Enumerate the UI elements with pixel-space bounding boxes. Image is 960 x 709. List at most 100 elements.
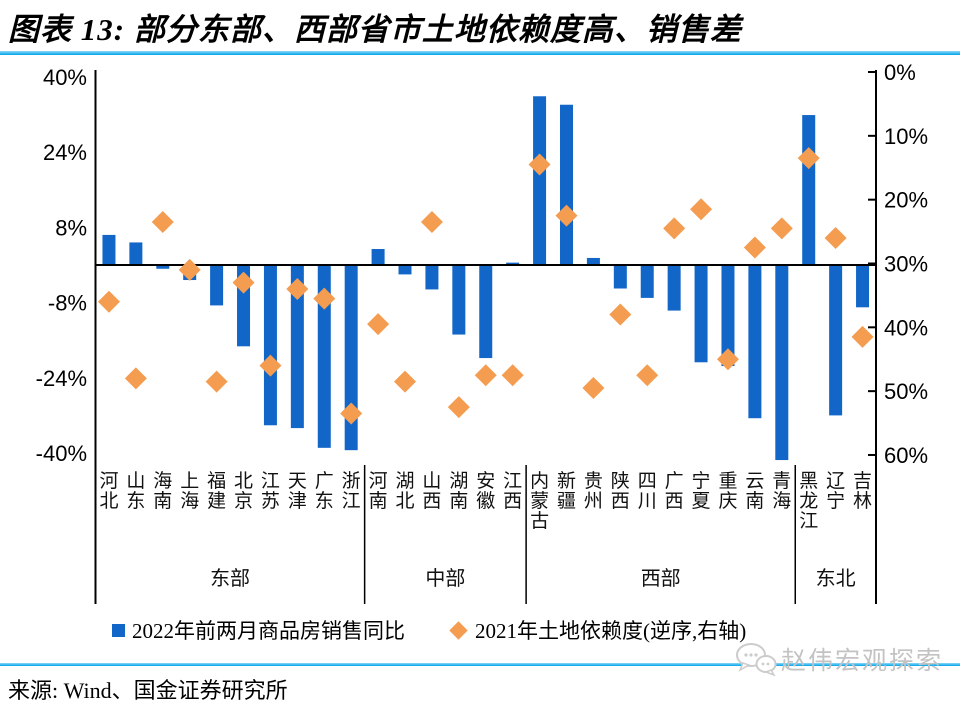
sales-bar: [640, 265, 654, 298]
title-divider: [0, 51, 960, 55]
left-axis-tick-label: 8%: [55, 215, 87, 240]
right-axis-tick-label: 40%: [884, 315, 928, 340]
right-axis-tick-label: 10%: [884, 124, 928, 149]
category-label: 河北: [99, 470, 118, 512]
category-label: 天津: [288, 471, 307, 512]
land-diamond: [555, 204, 578, 227]
category-label: 山西: [422, 470, 441, 512]
land-diamond: [367, 313, 390, 336]
category-label: 吉林: [853, 470, 872, 512]
land-diamond: [528, 153, 551, 176]
category-label: 安徽: [476, 470, 495, 512]
left-axis-tick-label: 24%: [43, 140, 87, 165]
right-axis-tick-label: 60%: [884, 443, 928, 468]
watermark: 赵伟宏观探索: [735, 641, 943, 677]
watermark-text: 赵伟宏观探索: [781, 648, 944, 675]
land-diamond: [124, 367, 147, 390]
sales-bar: [129, 242, 143, 265]
category-label: 内蒙古: [530, 470, 549, 532]
page-title: 图表 13: 部分东部、西部省市土地依赖度高、销售差: [8, 12, 742, 47]
sales-bar: [802, 115, 816, 265]
left-axis-tick-label: -40%: [36, 441, 87, 466]
right-axis-tick-label: 50%: [884, 379, 928, 404]
diamond-swatch-icon: [449, 620, 468, 640]
right-axis-tick-label: 30%: [884, 251, 928, 276]
legend-item-sales: 2022年前两月商品房销售同比: [112, 615, 405, 645]
category-label: 上海: [180, 470, 199, 512]
land-diamond: [797, 147, 820, 170]
category-label: 湖北: [396, 470, 415, 512]
sales-bar: [425, 265, 439, 290]
category-label: 海南: [153, 470, 172, 512]
group-label: 东部: [210, 567, 250, 590]
chart-legend: 2022年前两月商品房销售同比 2021年土地依赖度(逆序,右轴): [0, 615, 960, 645]
left-axis-tick-label: -24%: [36, 366, 87, 391]
source-note: 来源: Wind、国金证券研究所: [8, 678, 288, 703]
land-diamond: [232, 271, 255, 294]
sales-bar: [586, 257, 600, 265]
land-diamond: [824, 226, 847, 249]
land-diamond: [770, 217, 793, 240]
land-diamond: [151, 211, 174, 234]
category-label: 山东: [126, 470, 145, 512]
sales-bar: [721, 265, 735, 367]
legend-item-land: 2021年土地依赖度(逆序,右轴): [449, 615, 746, 645]
land-diamond: [636, 364, 659, 387]
category-label: 江西: [503, 470, 522, 512]
land-diamond: [420, 211, 443, 234]
sales-bar: [290, 265, 304, 429]
left-axis-tick-label: -8%: [48, 291, 87, 316]
sales-bar: [856, 265, 870, 308]
sales-bar: [506, 262, 520, 265]
right-axis-tick-label: 20%: [884, 188, 928, 213]
land-diamond: [690, 198, 713, 221]
right-axis-tick-label: 0%: [884, 60, 916, 85]
land-diamond: [97, 290, 120, 313]
sales-bar: [398, 265, 412, 275]
land-diamond: [340, 402, 363, 425]
category-label: 江苏: [261, 470, 280, 512]
category-label: 黑龙江: [799, 471, 818, 532]
category-label: 青海: [772, 470, 791, 512]
sales-bar: [559, 104, 573, 265]
sales-bar: [210, 265, 224, 306]
land-diamond: [205, 370, 228, 393]
sales-bar: [317, 265, 331, 448]
legend-land-label: 2021年土地依赖度(逆序,右轴): [475, 619, 747, 643]
left-axis-tick-label: 40%: [43, 65, 87, 90]
sales-bar: [452, 265, 466, 335]
category-label: 河南: [369, 470, 388, 512]
category-label: 重庆: [718, 470, 737, 512]
land-diamond: [663, 217, 686, 240]
sales-bar: [775, 265, 789, 461]
sales-bar: [667, 265, 681, 311]
wechat-bubbles-icon: [736, 643, 777, 676]
category-label: 辽宁: [826, 470, 845, 512]
sales-bar: [748, 265, 762, 419]
land-diamond: [716, 348, 739, 371]
land-diamond: [313, 287, 336, 310]
category-label: 浙江: [342, 470, 361, 512]
sales-bar: [613, 265, 627, 289]
category-label: 新疆: [557, 470, 576, 512]
land-diamond: [286, 278, 309, 301]
land-diamond: [259, 354, 282, 377]
category-label: 湖南: [449, 470, 468, 512]
category-label: 北京: [234, 470, 253, 512]
category-label: 广西: [665, 470, 684, 512]
land-diamond: [178, 258, 201, 281]
bar-swatch-icon: [112, 623, 125, 637]
group-label: 西部: [641, 567, 681, 590]
sales-bar: [533, 96, 547, 265]
sales-bar: [263, 265, 277, 426]
category-label: 贵州: [584, 470, 603, 512]
land-diamond: [394, 370, 417, 393]
category-label: 四川: [638, 471, 657, 512]
legend-sales-label: 2022年前两月商品房销售同比: [132, 619, 405, 643]
category-label: 云南: [745, 471, 764, 512]
footer-divider: [0, 663, 960, 666]
sales-bar: [694, 265, 708, 363]
group-label: 中部: [425, 567, 465, 590]
sales-bar: [156, 265, 170, 269]
